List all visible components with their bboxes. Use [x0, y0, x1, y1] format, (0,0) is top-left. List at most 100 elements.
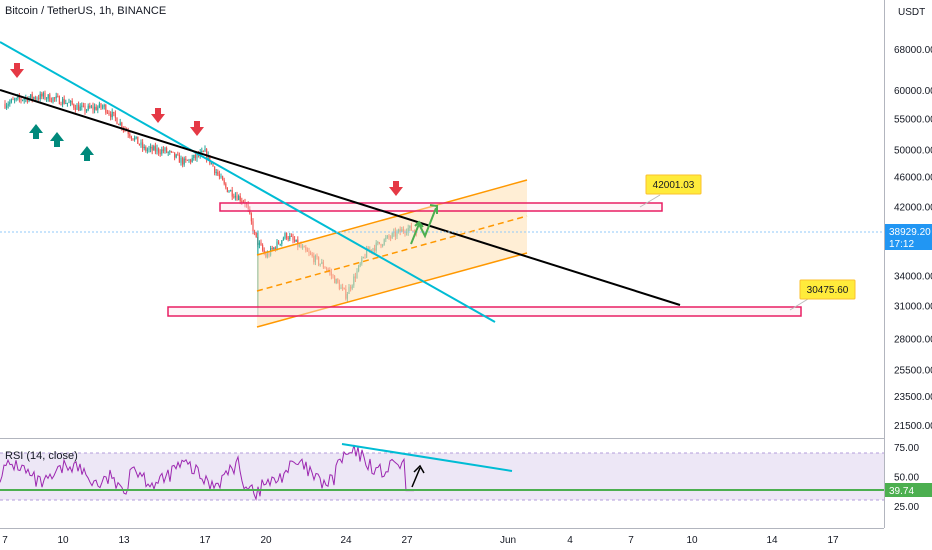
candle-body	[223, 180, 225, 184]
candle-body	[94, 106, 96, 110]
candle-body	[34, 97, 36, 99]
candle-body	[289, 235, 291, 240]
candle-body	[167, 152, 169, 153]
rsi-value: 39.74	[889, 486, 914, 497]
time-tick-label: Jun	[500, 535, 516, 546]
candle-body	[169, 151, 171, 153]
candle-body	[238, 196, 240, 201]
channel-lower-line[interactable]	[256, 252, 528, 328]
current-price-value: 38929.20	[889, 227, 931, 238]
rsi-title: RSI (14, close)	[5, 450, 78, 462]
price-tick-label: 68000.00	[894, 45, 932, 56]
candle-body	[214, 166, 216, 173]
candle-body	[106, 112, 108, 114]
candle-body	[70, 100, 72, 103]
candle-body	[79, 106, 81, 111]
candle-body	[281, 240, 283, 244]
candle-body	[30, 94, 32, 98]
candle-body	[50, 101, 52, 103]
candle-body	[162, 149, 164, 152]
time-tick-label: 10	[57, 535, 69, 546]
candle-body	[74, 107, 76, 110]
teal-trendline[interactable]	[0, 41, 496, 323]
resistance-zone[interactable]	[219, 202, 663, 212]
candle-body	[287, 238, 289, 240]
candle-body	[246, 204, 248, 205]
candle-body	[220, 176, 222, 178]
candle-body	[217, 172, 219, 175]
candle-body	[47, 94, 49, 99]
candle-body	[118, 123, 120, 126]
candle-body	[137, 136, 139, 144]
black-trendline[interactable]	[0, 89, 681, 306]
candle-body	[121, 122, 123, 129]
time-tick-label: 13	[118, 535, 130, 546]
candle-body	[156, 148, 158, 152]
candle-body	[263, 250, 265, 254]
candle-body	[254, 231, 256, 233]
candle-body	[180, 157, 182, 163]
price-tick-label: 25500.00	[894, 365, 932, 376]
candle-body	[161, 149, 163, 154]
candle-body	[57, 96, 59, 98]
candle-body	[114, 113, 116, 118]
candle-body	[239, 196, 241, 202]
rsi-tick-label: 50.00	[894, 473, 919, 484]
time-tick-label: 24	[340, 535, 352, 546]
candle-body	[260, 242, 262, 246]
candle-body	[17, 96, 19, 99]
projection-path	[410, 207, 437, 245]
rsi-badge-bg	[885, 483, 932, 497]
candle-body	[143, 146, 145, 149]
candle-body	[6, 105, 8, 108]
candle-body	[84, 105, 86, 112]
candle-body	[284, 233, 286, 239]
drawings[interactable]	[0, 41, 884, 328]
candle-body	[105, 105, 107, 113]
signal-arrows	[10, 63, 403, 196]
candle-body	[274, 247, 276, 250]
channel-upper-line[interactable]	[256, 179, 528, 256]
candle-body	[86, 109, 88, 112]
candle-body	[129, 134, 131, 137]
rsi-pane[interactable]: RSI (14, close)	[0, 443, 884, 501]
candle-body	[236, 195, 238, 201]
candle-body	[295, 239, 297, 242]
candle-body	[36, 98, 38, 100]
candle-body	[39, 93, 41, 100]
support-zone[interactable]	[167, 306, 802, 317]
candle-body	[178, 154, 180, 163]
currency-label[interactable]: USDT	[898, 7, 925, 18]
channel-mid-line[interactable]	[256, 215, 528, 292]
candle-body	[218, 174, 220, 177]
candle-body	[71, 100, 73, 105]
candle-body	[15, 98, 17, 100]
candle-body	[89, 105, 91, 108]
resistance-callout[interactable]: 42001.03	[639, 174, 702, 208]
candle-body	[100, 103, 102, 108]
price-tick-label: 21500.00	[894, 421, 932, 432]
candle-body	[127, 130, 129, 135]
time-tick-label: 27	[401, 535, 413, 546]
candle-body	[4, 103, 6, 108]
candle-body	[204, 149, 206, 152]
candle-body	[250, 213, 252, 222]
rsi-tick-label: 75.00	[894, 443, 919, 454]
price-axis[interactable]: 68000.00 60000.00 55000.00 50000.00 46000.00…	[894, 45, 932, 432]
candle-body	[113, 111, 115, 114]
candle-body	[18, 96, 20, 99]
candle-body	[233, 196, 235, 198]
rsi-axis[interactable]: 75.00 50.00 25.00	[894, 443, 919, 513]
time-axis[interactable]: 7 10 13 17 20 24 27 Jun 4 7 10 14 17	[2, 535, 839, 546]
rsi-up-arrow-icon	[411, 464, 425, 488]
candle-body	[158, 148, 160, 153]
buy-arrow-icon	[80, 146, 94, 161]
candle-body	[154, 146, 156, 152]
candle-body	[225, 183, 227, 188]
candle-body	[54, 97, 56, 99]
candle-body	[170, 151, 172, 153]
support-callout[interactable]: 30475.60	[789, 279, 856, 311]
candle-body	[42, 92, 44, 97]
candle-body	[98, 103, 100, 108]
